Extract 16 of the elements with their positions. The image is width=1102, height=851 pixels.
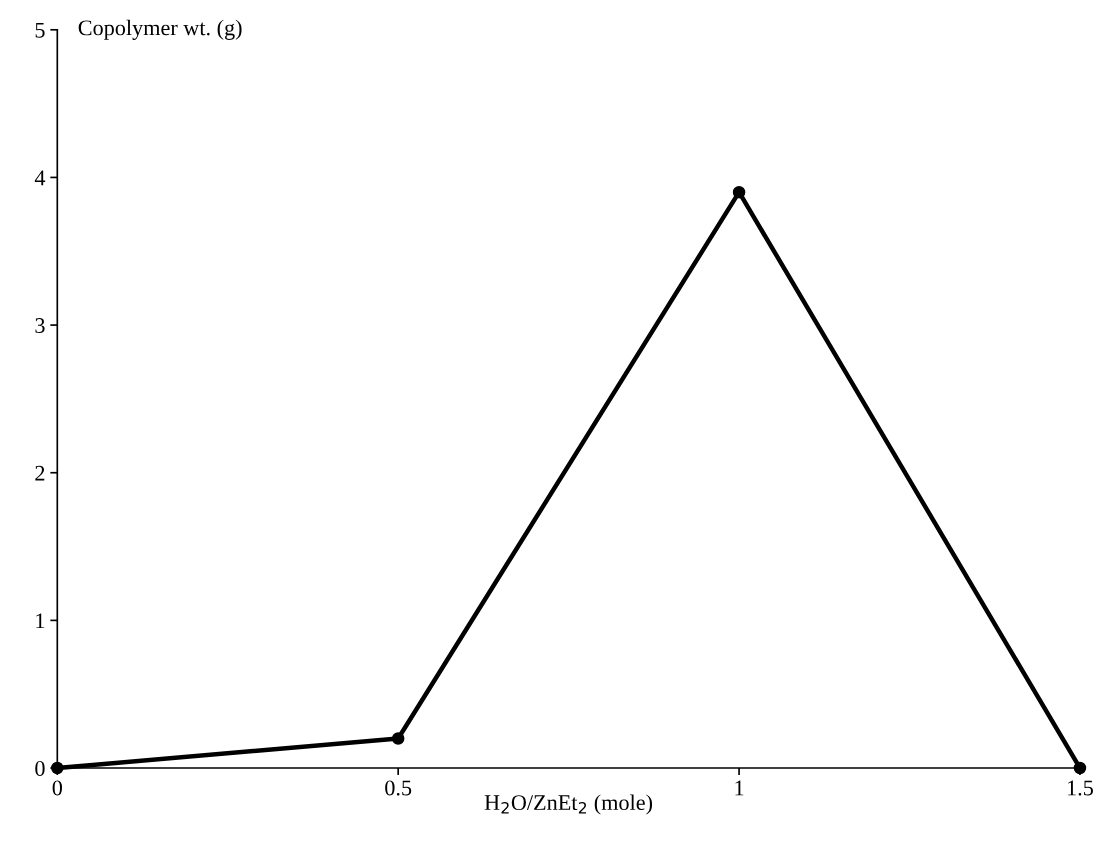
x-tick-label: 0.5 [385,780,412,796]
point [1073,761,1087,775]
y-tick-label: 4 [34,170,46,186]
y-tick-label: 1 [36,613,45,629]
point [391,732,405,745]
x-tick-label: 1.5 [1068,780,1093,796]
x-tick-label: 0 [52,780,63,796]
y-axis-title: Copolymer wt. (g) [78,19,242,40]
point [732,185,746,199]
y-tick-label: 5 [35,22,45,38]
y-tick-label: 2 [35,465,45,481]
y-tick-label: 3 [35,318,45,334]
y-tick-label: 0 [35,760,45,776]
x-axis-title: H$_{2}$O/ZnEt$_{2}$ (mole) [484,794,653,815]
x-tick-label: 1 [735,780,744,796]
point [51,761,64,775]
